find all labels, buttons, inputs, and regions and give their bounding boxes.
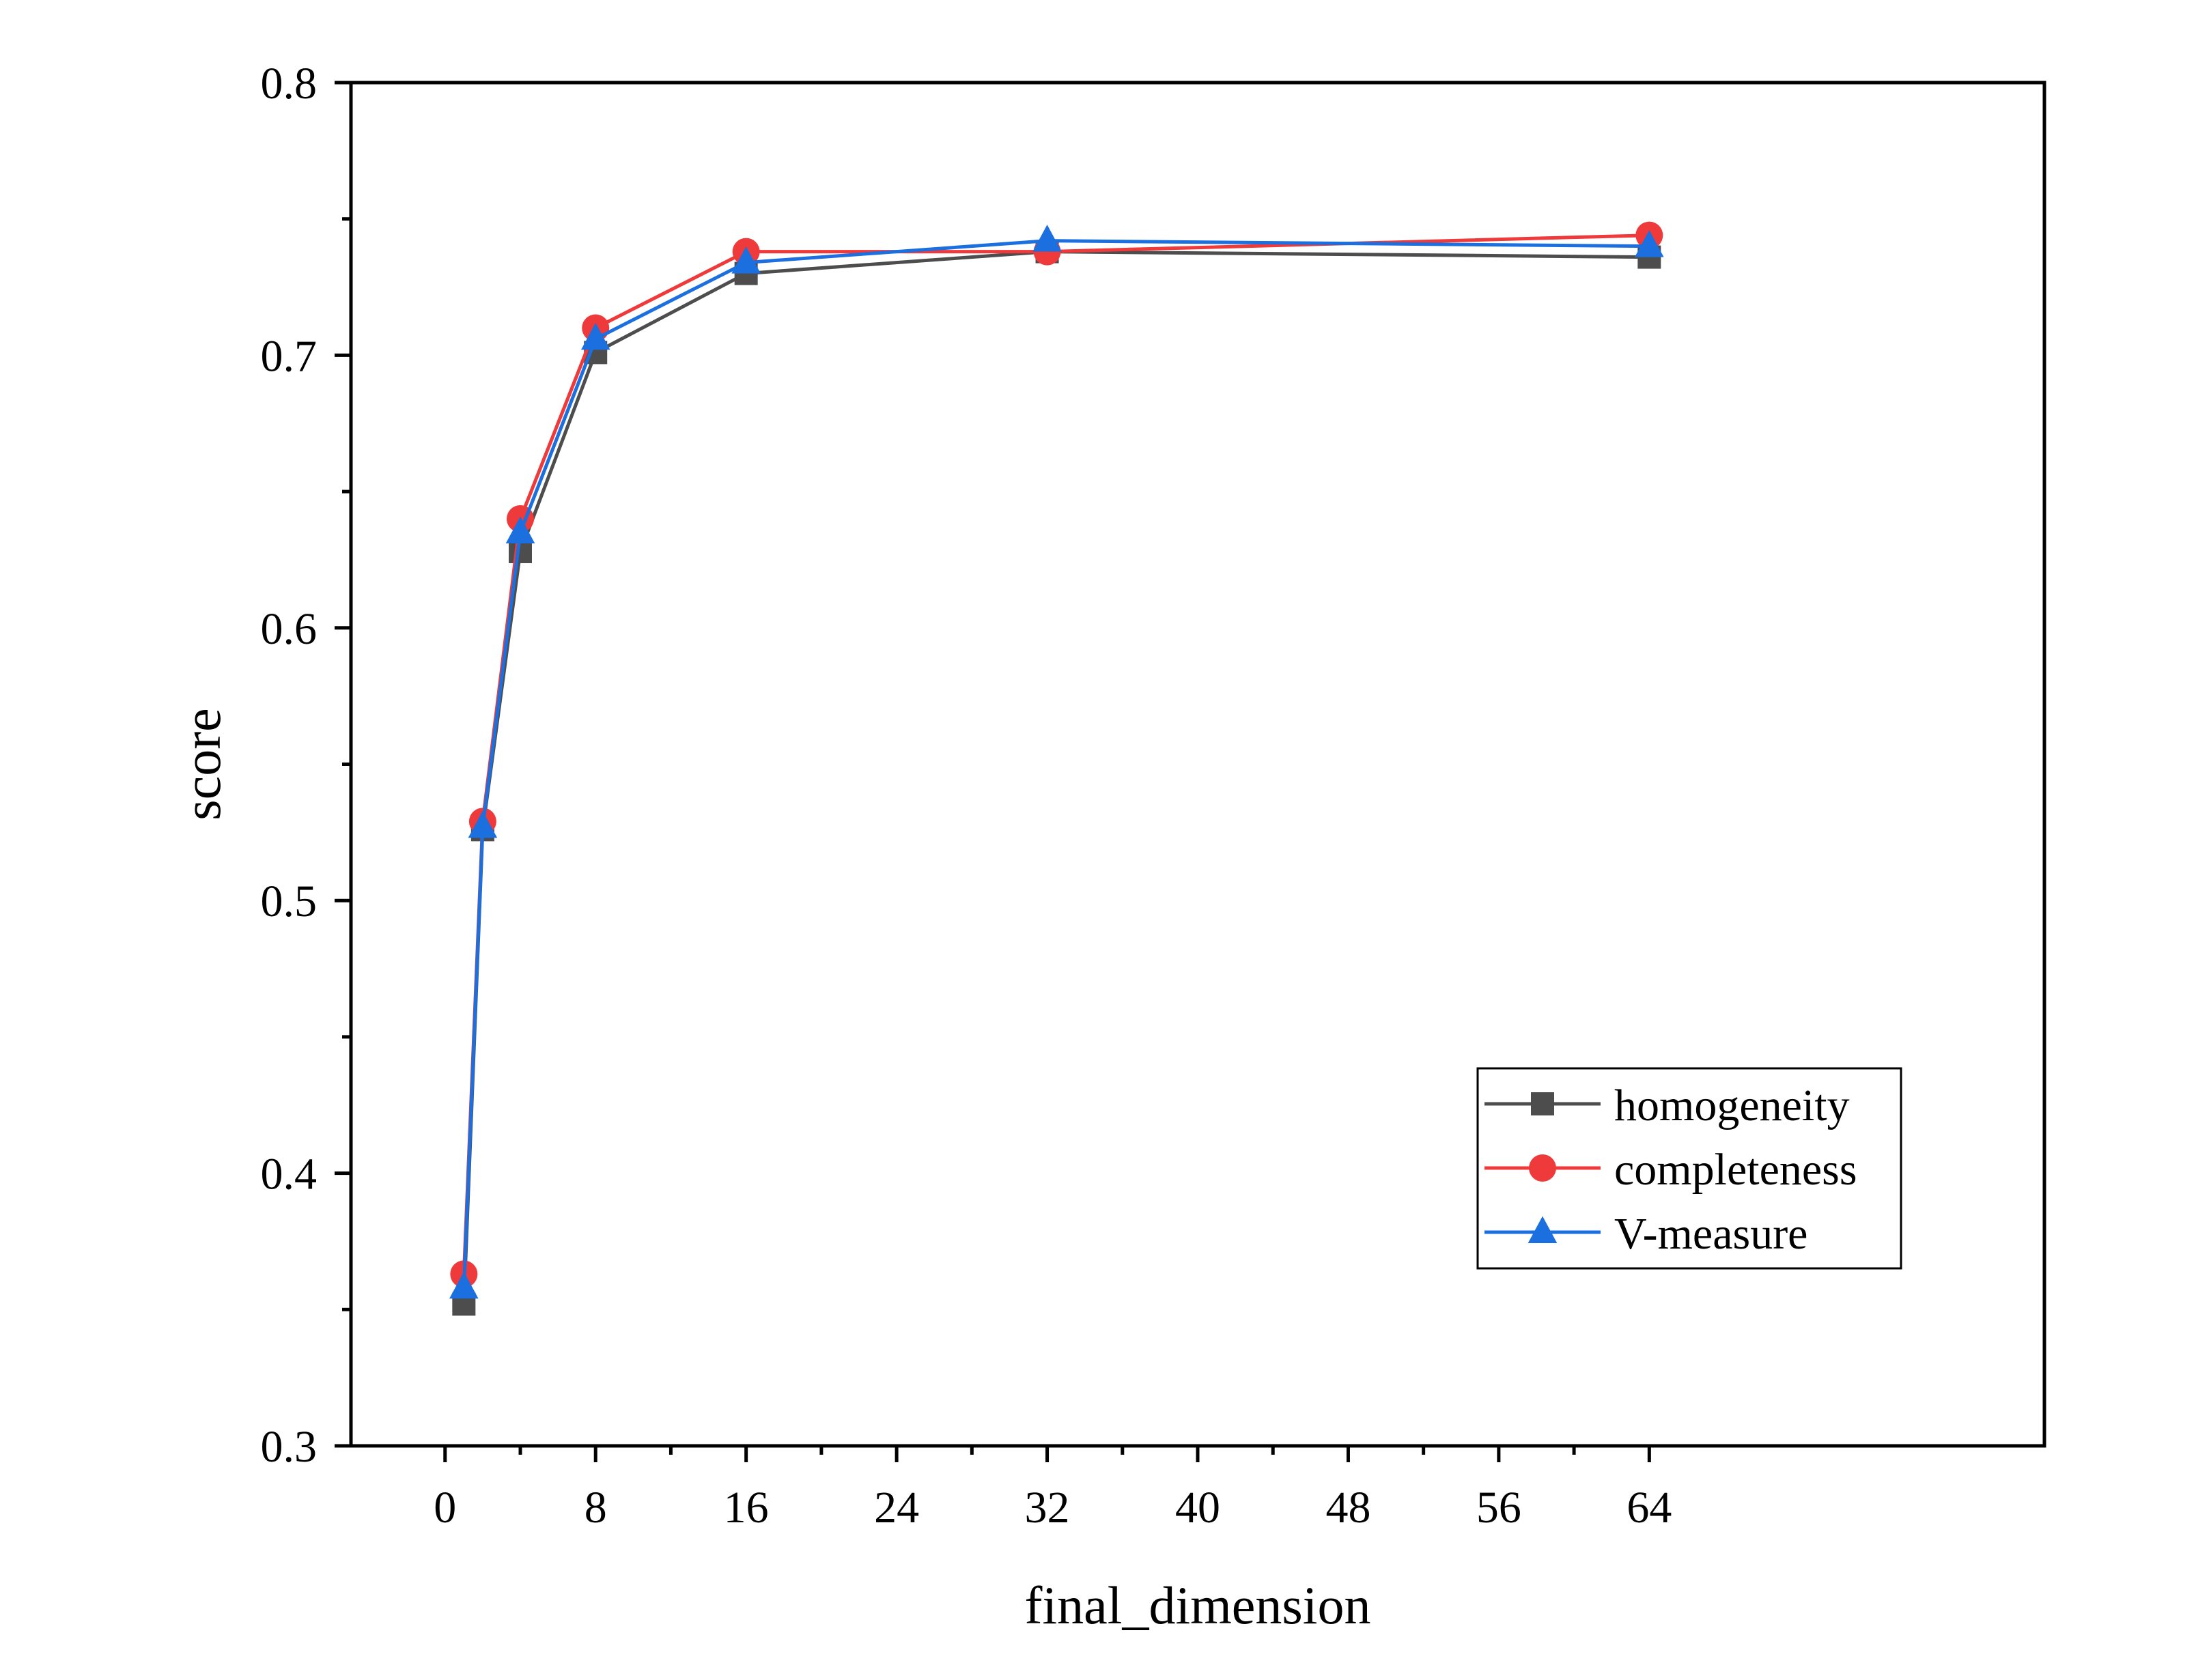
y-tick-label: 0.6 (261, 604, 318, 654)
x-tick-label: 64 (1627, 1483, 1672, 1533)
plot-frame (349, 81, 2046, 1448)
legend-label: homogeneity (1614, 1081, 1850, 1130)
x-tick-label: 24 (874, 1483, 919, 1533)
plot-border (349, 81, 2046, 1448)
data-point (1032, 225, 1062, 252)
y-tick-label: 0.3 (261, 1422, 318, 1472)
y-tick-label: 0.4 (261, 1150, 318, 1199)
x-tick-label: 8 (585, 1483, 607, 1533)
series-group (449, 221, 1664, 1316)
legend-marker (1529, 1154, 1556, 1182)
data-point (468, 810, 498, 838)
series-v-measure (449, 225, 1664, 1299)
legend-marker (1531, 1092, 1554, 1115)
data-point (449, 1271, 479, 1299)
legend: homogeneity completeness V-measure (1476, 1067, 1902, 1270)
x-tick-label: 48 (1325, 1483, 1370, 1533)
y-axis-title: score (172, 708, 231, 821)
legend-label: V-measure (1614, 1209, 1807, 1259)
axes: 0 8 16 24 32 40 48 56 64 0.3 0.4 0.5 0.6 0.7 0.8 (261, 59, 1672, 1533)
x-tick-label: 56 (1476, 1483, 1521, 1533)
x-axis-title: final_dimension (1025, 1576, 1371, 1635)
legend-item: completeness (1484, 1145, 1857, 1195)
data-point (1635, 230, 1664, 257)
x-tick-label: 0 (434, 1483, 456, 1533)
data-point (731, 246, 761, 274)
legend-item: V-measure (1484, 1209, 1807, 1259)
legend-label: completeness (1614, 1145, 1857, 1195)
y-tick-label: 0.5 (261, 877, 318, 926)
legend-item: homogeneity (1484, 1081, 1850, 1130)
data-point (505, 516, 535, 543)
data-point (580, 322, 610, 350)
x-tick-label: 16 (724, 1483, 769, 1533)
legend-marker (1528, 1216, 1558, 1243)
x-tick-label: 32 (1025, 1483, 1070, 1533)
y-tick-label: 0.8 (261, 59, 318, 109)
x-tick-label: 40 (1175, 1483, 1220, 1533)
y-tick-label: 0.7 (261, 331, 318, 381)
